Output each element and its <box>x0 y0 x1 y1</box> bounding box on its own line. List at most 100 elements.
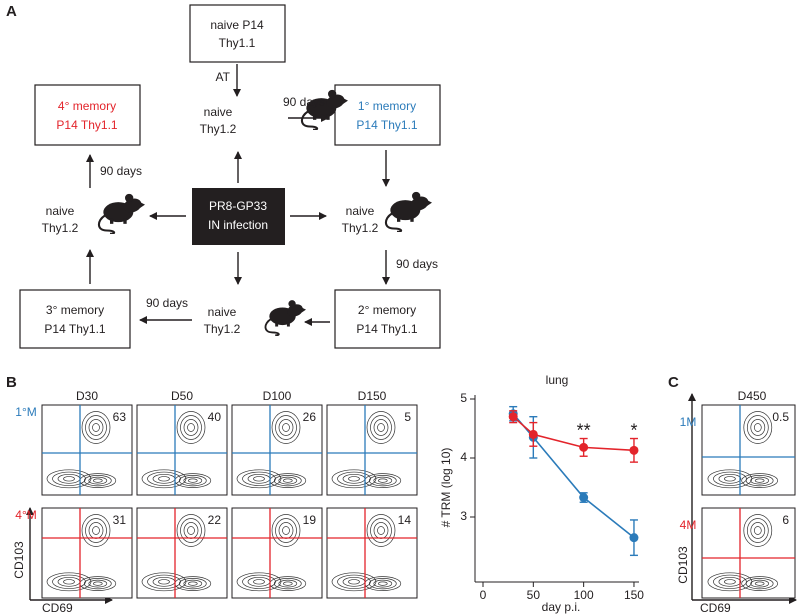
contour <box>741 576 779 591</box>
arrow-label: 90 days <box>396 257 438 271</box>
contour <box>724 579 736 585</box>
contour <box>348 579 360 585</box>
contour <box>750 522 766 539</box>
flow-plot <box>701 507 796 599</box>
contour <box>275 518 297 543</box>
contour <box>278 579 298 588</box>
x-axis-title: day p.i. <box>542 600 581 614</box>
row-label: 4M <box>680 518 697 532</box>
x-tick-label: 0 <box>480 588 487 602</box>
axis-title: CD103 <box>12 541 26 579</box>
node-text: naive P14 <box>210 18 264 32</box>
contour <box>83 475 112 487</box>
contour <box>180 415 202 440</box>
column-label: D450 <box>738 389 767 403</box>
mouse-label: naive <box>204 105 233 119</box>
contour <box>373 476 393 485</box>
contour <box>81 514 111 547</box>
flow-plot <box>231 404 323 496</box>
contour <box>46 572 92 592</box>
contour <box>373 419 389 436</box>
node-text: P14 Thy1.1 <box>356 118 417 132</box>
flow-plot <box>326 507 418 599</box>
contour <box>331 469 377 489</box>
contour <box>178 577 207 590</box>
axis-title: CD69 <box>42 601 73 615</box>
flow-plot <box>136 404 228 496</box>
contour <box>713 574 747 589</box>
contour <box>253 579 265 585</box>
gate-percent: 40 <box>208 410 222 424</box>
y-tick-label: 4 <box>460 450 467 464</box>
point <box>579 442 589 452</box>
row-label: 1M <box>680 415 697 429</box>
contour <box>368 475 397 487</box>
mouse-icon <box>97 192 145 234</box>
contour <box>750 579 770 588</box>
contour <box>348 476 360 482</box>
mouse-label: naive <box>346 204 375 218</box>
contour <box>85 415 107 440</box>
contour <box>724 476 736 482</box>
chart-title: lung <box>546 373 569 387</box>
column-label: D30 <box>76 389 98 403</box>
contour <box>83 577 112 590</box>
contour <box>176 514 206 547</box>
contour <box>158 476 170 482</box>
contour <box>92 526 100 535</box>
panel-label: C <box>668 374 679 391</box>
flow-plot <box>41 404 133 496</box>
contour <box>63 476 75 482</box>
contour <box>282 581 293 586</box>
contour <box>273 475 302 487</box>
contour <box>753 526 762 535</box>
x-tick-label: 100 <box>574 588 594 602</box>
column-label: D100 <box>263 389 292 403</box>
contour <box>187 526 195 535</box>
column-label: D150 <box>358 389 387 403</box>
contour <box>282 423 290 432</box>
contour <box>745 475 774 487</box>
contour <box>271 411 301 444</box>
contour <box>331 572 377 592</box>
node-text: 3° memory <box>46 303 104 317</box>
contour <box>88 579 108 588</box>
point <box>508 412 518 422</box>
contour <box>275 415 297 440</box>
contour <box>377 478 388 483</box>
contour <box>750 419 766 436</box>
node-text: P14 Thy1.1 <box>56 118 117 132</box>
flow-plot <box>231 507 323 599</box>
contour <box>88 419 104 436</box>
gate-percent: 5 <box>404 410 411 424</box>
contour <box>746 415 769 440</box>
mouse-label: Thy1.2 <box>200 122 237 136</box>
row-label: 1°M <box>15 405 36 419</box>
panel-label: A <box>6 3 17 20</box>
contour <box>718 576 742 587</box>
contour <box>377 423 385 432</box>
node-box <box>34 84 141 146</box>
column-label: D50 <box>171 389 193 403</box>
contour <box>92 581 103 586</box>
contour <box>236 572 282 592</box>
contour <box>745 577 774 590</box>
contour <box>370 518 392 543</box>
contour <box>236 469 282 489</box>
significance: ** <box>577 420 591 440</box>
point <box>528 429 538 439</box>
contour <box>282 526 290 535</box>
arrow-label: 90 days <box>283 95 325 109</box>
contour <box>271 514 301 547</box>
contour <box>187 423 195 432</box>
contour <box>746 518 769 543</box>
mouse-label: Thy1.2 <box>42 221 79 235</box>
contour <box>187 581 198 586</box>
gate-percent: 31 <box>113 513 127 527</box>
infection-box <box>192 188 285 245</box>
node-text: Thy1.1 <box>219 36 256 50</box>
node-text: P14 Thy1.1 <box>356 322 417 336</box>
contour <box>46 469 92 489</box>
contour <box>754 581 765 586</box>
arrow-label: AT <box>216 70 231 84</box>
